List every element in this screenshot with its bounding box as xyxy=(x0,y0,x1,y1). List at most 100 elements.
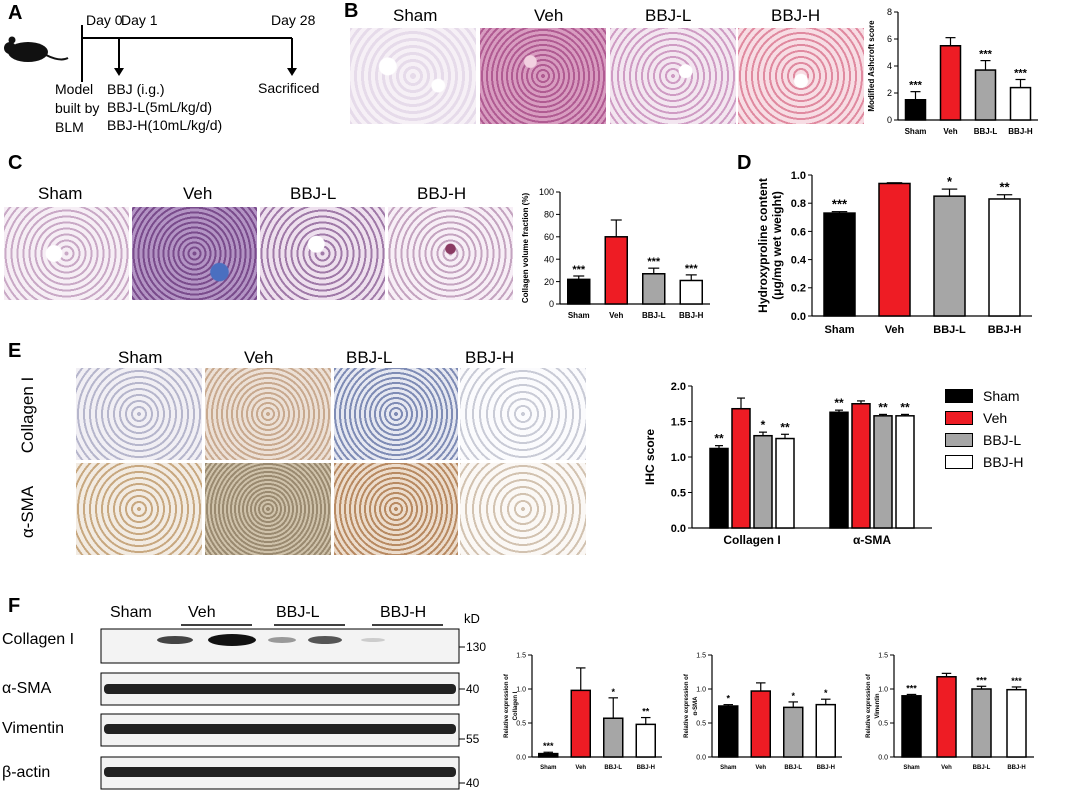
legend-swatch xyxy=(945,389,973,403)
b-veh-label: Veh xyxy=(534,6,564,25)
x-tick-label: BBJ-H xyxy=(1008,127,1033,136)
wb-veh-label: Veh xyxy=(188,604,216,621)
x-tick-label: Veh xyxy=(609,311,623,320)
x-tick-label: BBJ-L xyxy=(784,765,802,771)
x-tick-label: BBJ-L xyxy=(973,765,991,771)
ihc-legend: Sham Veh BBJ-L BBJ-H xyxy=(945,385,1065,473)
bar xyxy=(901,695,922,758)
masson-image-bbjl xyxy=(260,207,385,300)
significance-label: *** xyxy=(543,741,554,751)
significance-label: *** xyxy=(906,683,917,693)
x-tick-label: BBJ-H xyxy=(679,311,704,320)
x-tick-label: Sham xyxy=(540,765,556,771)
y-tick-label: 20 xyxy=(544,277,554,287)
y-tick-label: 6 xyxy=(887,34,892,44)
bar xyxy=(974,69,997,121)
y-tick-label: 80 xyxy=(544,210,554,220)
bar xyxy=(815,703,836,758)
bar xyxy=(829,411,849,529)
x-tick-label: BBJ-H xyxy=(1007,765,1025,771)
bar xyxy=(718,705,739,758)
masson-image-bbjh xyxy=(388,207,513,300)
legend-item-veh: Veh xyxy=(945,407,1065,429)
he-image-sham xyxy=(350,28,476,124)
y-tick-label: 0.0 xyxy=(878,754,888,761)
wb-row-vimentin: Vimentin xyxy=(2,720,64,737)
blot-actin xyxy=(100,756,460,790)
model-text: Model built by BLM xyxy=(55,81,100,135)
x-tick-label: BBJ-L xyxy=(933,324,966,336)
y-tick-label: 0.5 xyxy=(671,488,686,500)
y-tick-label: 1.0 xyxy=(671,452,686,464)
blot-sma xyxy=(100,672,460,706)
significance-label: *** xyxy=(976,675,987,685)
b-sham-label: Sham xyxy=(393,6,438,25)
timeline-diagram xyxy=(4,25,297,82)
y-tick-label: 0 xyxy=(549,299,554,309)
chart-hydroxyproline: 0.0 0.2 0.4 0.6 0.8 1.0 *** Sham Veh * BBJ-L ** BBJ-… xyxy=(756,170,1032,336)
y-tick-label: 4 xyxy=(887,61,892,71)
ihc-row-sma-label: α-SMA xyxy=(18,485,37,539)
y-tick-label: 1.5 xyxy=(878,652,888,659)
ihc-col-bbjl xyxy=(334,368,458,460)
y-tick-label: 0.0 xyxy=(696,754,706,761)
he-image-bbjl xyxy=(610,28,736,124)
significance-label: ** xyxy=(834,396,844,410)
y-tick-label: 1.0 xyxy=(791,170,806,182)
bar xyxy=(570,689,591,758)
y-tick-label: 1.0 xyxy=(696,686,706,693)
c-veh-label: Veh xyxy=(183,184,213,203)
significance-label: * xyxy=(761,418,766,432)
y-axis-label: Vimentin xyxy=(875,693,881,719)
x-tick-label: BBJ-H xyxy=(637,765,655,771)
y-tick-label: 0.4 xyxy=(791,254,807,266)
masson-image-sham xyxy=(4,207,129,300)
wb-row-actin: β-actin xyxy=(2,764,51,781)
y-tick-label: 2 xyxy=(887,88,892,98)
ihc-sma-sham xyxy=(76,463,202,555)
x-tick-label: Veh xyxy=(941,765,952,771)
significance-label: *** xyxy=(647,256,661,268)
significance-label: *** xyxy=(979,49,993,61)
c-bbjh-label: BBJ-H xyxy=(417,184,467,203)
x-tick-label: Veh xyxy=(755,765,766,771)
significance-label: ** xyxy=(780,420,790,434)
bar xyxy=(604,236,628,305)
bar xyxy=(679,279,703,305)
y-tick-label: 1.0 xyxy=(878,686,888,693)
bar xyxy=(878,182,911,317)
bar xyxy=(895,415,915,529)
bar xyxy=(971,688,992,758)
x-tick-label: α-SMA xyxy=(853,533,891,547)
western-blot xyxy=(100,624,465,790)
bar xyxy=(567,278,591,305)
y-axis-label: α-SMA xyxy=(693,696,699,716)
x-tick-label: BBJ-H xyxy=(817,765,835,771)
x-tick-label: Sham xyxy=(825,324,855,336)
bar xyxy=(635,723,656,758)
significance-label: * xyxy=(611,687,615,697)
bar xyxy=(775,437,795,529)
bar xyxy=(709,447,729,529)
bar xyxy=(873,415,893,529)
e-bbjl-label: BBJ-L xyxy=(346,348,393,367)
ihc-sma-veh xyxy=(205,463,331,555)
significance-label: ** xyxy=(714,432,724,446)
y-tick-label: 0 xyxy=(887,115,892,125)
x-tick-label: Collagen I xyxy=(723,533,780,547)
day28-label: Day 28 xyxy=(271,12,316,28)
bar xyxy=(823,212,856,317)
y-axis-label: Modified Ashcroft score xyxy=(867,20,876,112)
bar xyxy=(933,195,966,317)
mouse-icon xyxy=(4,36,69,62)
bar xyxy=(939,45,962,121)
e-veh-label: Veh xyxy=(244,348,274,367)
y-axis-label: Hydroxyproline content xyxy=(756,178,770,313)
c-bbjl-label: BBJ-L xyxy=(290,184,337,203)
panel-label-f: F xyxy=(8,595,21,617)
x-tick-label: Veh xyxy=(943,127,957,136)
panel-label-d: D xyxy=(737,152,752,174)
ihc-col-bbjh xyxy=(460,368,586,460)
y-axis-label: Relative expression of xyxy=(504,673,510,738)
x-tick-label: Sham xyxy=(568,311,590,320)
